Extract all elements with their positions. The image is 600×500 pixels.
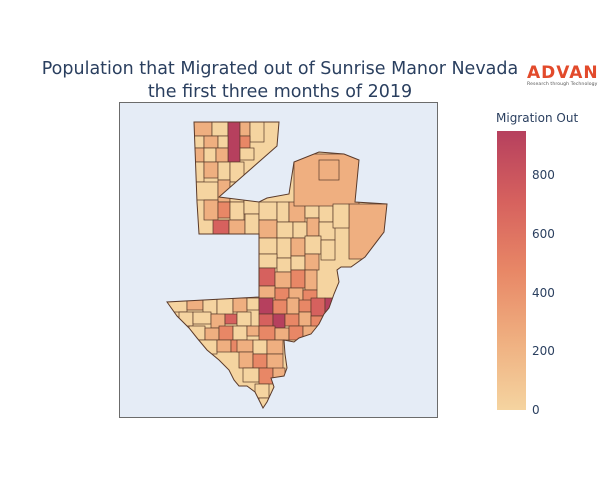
census-tract[interactable] [290, 237, 306, 257]
census-tract[interactable] [290, 255, 306, 271]
census-tract[interactable] [286, 297, 300, 315]
census-tract[interactable] [258, 367, 274, 385]
census-tract[interactable] [258, 253, 278, 269]
census-tract[interactable] [232, 297, 248, 313]
census-tract[interactable] [258, 267, 276, 287]
census-tract[interactable] [236, 339, 254, 353]
census-tract[interactable] [193, 181, 219, 201]
census-tract[interactable] [204, 327, 220, 341]
census-tract[interactable] [217, 135, 229, 149]
census-tract[interactable] [243, 181, 269, 197]
census-tract[interactable] [272, 299, 288, 315]
census-tract[interactable] [246, 325, 260, 337]
census-tract[interactable] [274, 271, 292, 289]
census-tract[interactable] [258, 325, 276, 341]
census-tract[interactable] [274, 327, 290, 341]
census-tract[interactable] [258, 297, 274, 315]
colorbar-tick: 200 [532, 344, 555, 359]
census-tract[interactable] [252, 353, 268, 369]
census-tract[interactable] [252, 339, 268, 355]
census-tract[interactable] [217, 201, 231, 219]
census-tract[interactable] [288, 325, 304, 341]
census-tract[interactable] [216, 339, 232, 353]
census-tract[interactable] [320, 239, 336, 261]
census-tract[interactable] [310, 297, 326, 317]
census-tract[interactable] [258, 201, 278, 221]
census-tract[interactable] [290, 269, 306, 289]
census-tract[interactable] [229, 201, 245, 221]
census-tract[interactable] [203, 135, 219, 149]
colorbar-tick: 600 [532, 226, 555, 241]
census-tract[interactable] [318, 221, 336, 241]
census-tract[interactable] [217, 179, 231, 203]
census-tract[interactable] [304, 235, 322, 255]
census-tract[interactable] [167, 297, 188, 313]
census-tract[interactable] [236, 311, 252, 327]
census-tract[interactable] [272, 367, 286, 381]
census-tract[interactable] [224, 313, 238, 325]
census-tract[interactable] [304, 253, 320, 271]
census-tract[interactable] [193, 122, 213, 137]
census-tract[interactable] [216, 297, 234, 317]
choropleth-map[interactable] [119, 102, 438, 418]
census-tract[interactable] [249, 122, 265, 143]
census-tract[interactable] [203, 147, 217, 163]
census-tract[interactable] [258, 237, 278, 255]
colorbar-tick: 0 [532, 403, 540, 417]
census-tract[interactable] [218, 325, 234, 341]
census-tract[interactable] [228, 219, 246, 235]
census-tract[interactable] [211, 122, 229, 137]
census-tract[interactable] [276, 201, 290, 223]
census-tract[interactable] [258, 313, 274, 327]
census-tract[interactable] [258, 285, 276, 299]
census-tract[interactable] [239, 135, 251, 149]
logo-wordmark: ADVAN [527, 63, 599, 83]
census-tract[interactable] [332, 203, 350, 229]
census-tract[interactable] [198, 339, 218, 355]
census-tract[interactable] [193, 135, 205, 149]
advan-logo: ADVAN Research through Technology [527, 63, 599, 87]
census-tract[interactable] [276, 257, 292, 273]
census-tract[interactable] [306, 217, 320, 237]
census-tract[interactable] [217, 161, 231, 181]
census-tract[interactable] [298, 311, 312, 327]
census-tract[interactable] [258, 219, 278, 239]
logo-tagline: Research through Technology [527, 82, 598, 87]
census-tract[interactable] [276, 221, 294, 239]
colorbar-title: Migration Out [496, 111, 579, 125]
census-tract[interactable] [292, 221, 308, 239]
census-tract[interactable] [244, 213, 260, 235]
census-tract[interactable] [227, 122, 241, 163]
census-tract[interactable] [243, 195, 261, 215]
census-tract[interactable] [178, 311, 194, 327]
census-tract[interactable] [238, 351, 254, 369]
map-title: Population that Migrated out of Sunrise … [0, 58, 560, 104]
census-tract[interactable] [212, 219, 230, 235]
title-line-2: the first three months of 2019 [147, 82, 413, 102]
census-tract[interactable] [318, 159, 340, 181]
census-tract[interactable] [242, 367, 260, 383]
census-tract[interactable] [215, 147, 229, 163]
census-tract[interactable] [246, 297, 260, 311]
census-tract[interactable] [203, 199, 219, 221]
census-tract[interactable] [232, 325, 248, 341]
census-tract[interactable] [284, 313, 300, 327]
census-tract[interactable] [304, 269, 318, 291]
census-tract[interactable] [298, 299, 312, 313]
colorbar-tick: 800 [532, 168, 555, 183]
census-tract[interactable] [203, 161, 219, 179]
census-tract[interactable] [348, 203, 387, 260]
title-line-1: Population that Migrated out of Sunrise … [41, 59, 519, 79]
census-tract[interactable] [229, 161, 245, 183]
colorbar-tick: 400 [532, 285, 555, 300]
census-tract[interactable] [239, 147, 255, 161]
census-tract[interactable] [276, 237, 292, 259]
colorbar-gradient [497, 131, 526, 410]
census-tract[interactable] [266, 339, 284, 355]
census-tract[interactable] [239, 122, 251, 137]
census-tract[interactable] [192, 311, 212, 325]
census-tract[interactable] [266, 353, 284, 371]
